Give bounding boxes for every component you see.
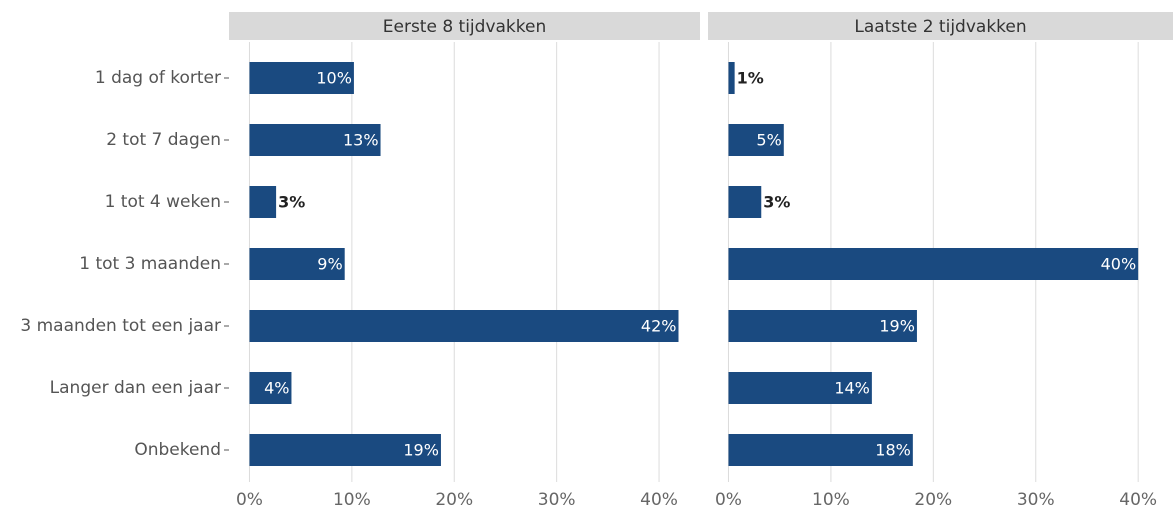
x-tick-label: 0% [715,490,742,510]
value-label: 13% [343,131,379,150]
value-label: 3% [763,193,790,212]
facet-title: Laatste 2 tijdvakken [854,17,1026,37]
value-label: 10% [316,69,352,88]
bar [728,186,762,218]
value-label: 19% [403,441,439,460]
bar [249,62,354,94]
bar [249,310,679,342]
facet-header [229,12,700,40]
x-tick-label: 0% [236,490,263,510]
x-tick-label: 30% [538,490,576,510]
bar [249,372,292,404]
bar [728,434,913,466]
x-tick-label: 40% [1119,490,1157,510]
facet-header [708,12,1173,40]
x-tick-label: 10% [812,490,850,510]
x-tick-label: 30% [1017,490,1055,510]
category-label: 3 maanden tot een jaar [20,316,221,336]
value-label: 14% [834,379,870,398]
category-label: 2 tot 7 dagen [106,130,221,150]
bar [728,62,735,94]
bar [249,124,381,156]
x-tick-label: 10% [333,490,371,510]
value-label: 40% [1101,255,1137,274]
x-tick-label: 40% [640,490,678,510]
value-label: 42% [641,317,677,336]
category-label: Langer dan een jaar [50,378,221,398]
value-label: 18% [875,441,911,460]
bar [249,434,441,466]
bar [249,186,277,218]
value-label: 19% [879,317,915,336]
value-label: 5% [756,131,781,150]
x-tick-label: 20% [435,490,473,510]
bar [728,372,872,404]
facet-title: Eerste 8 tijdvakken [383,17,547,37]
bar [728,310,917,342]
value-label: 1% [737,69,764,88]
value-label: 4% [264,379,289,398]
category-label: 1 dag of korter [95,68,221,88]
category-label: 1 tot 3 maanden [79,254,221,274]
bar [728,124,784,156]
category-label: Onbekend [134,440,221,460]
bar [249,248,345,280]
x-tick-label: 20% [914,490,952,510]
value-label: 3% [278,193,305,212]
category-label: 1 tot 4 weken [105,192,221,212]
bar [728,248,1139,280]
value-label: 9% [317,255,342,274]
